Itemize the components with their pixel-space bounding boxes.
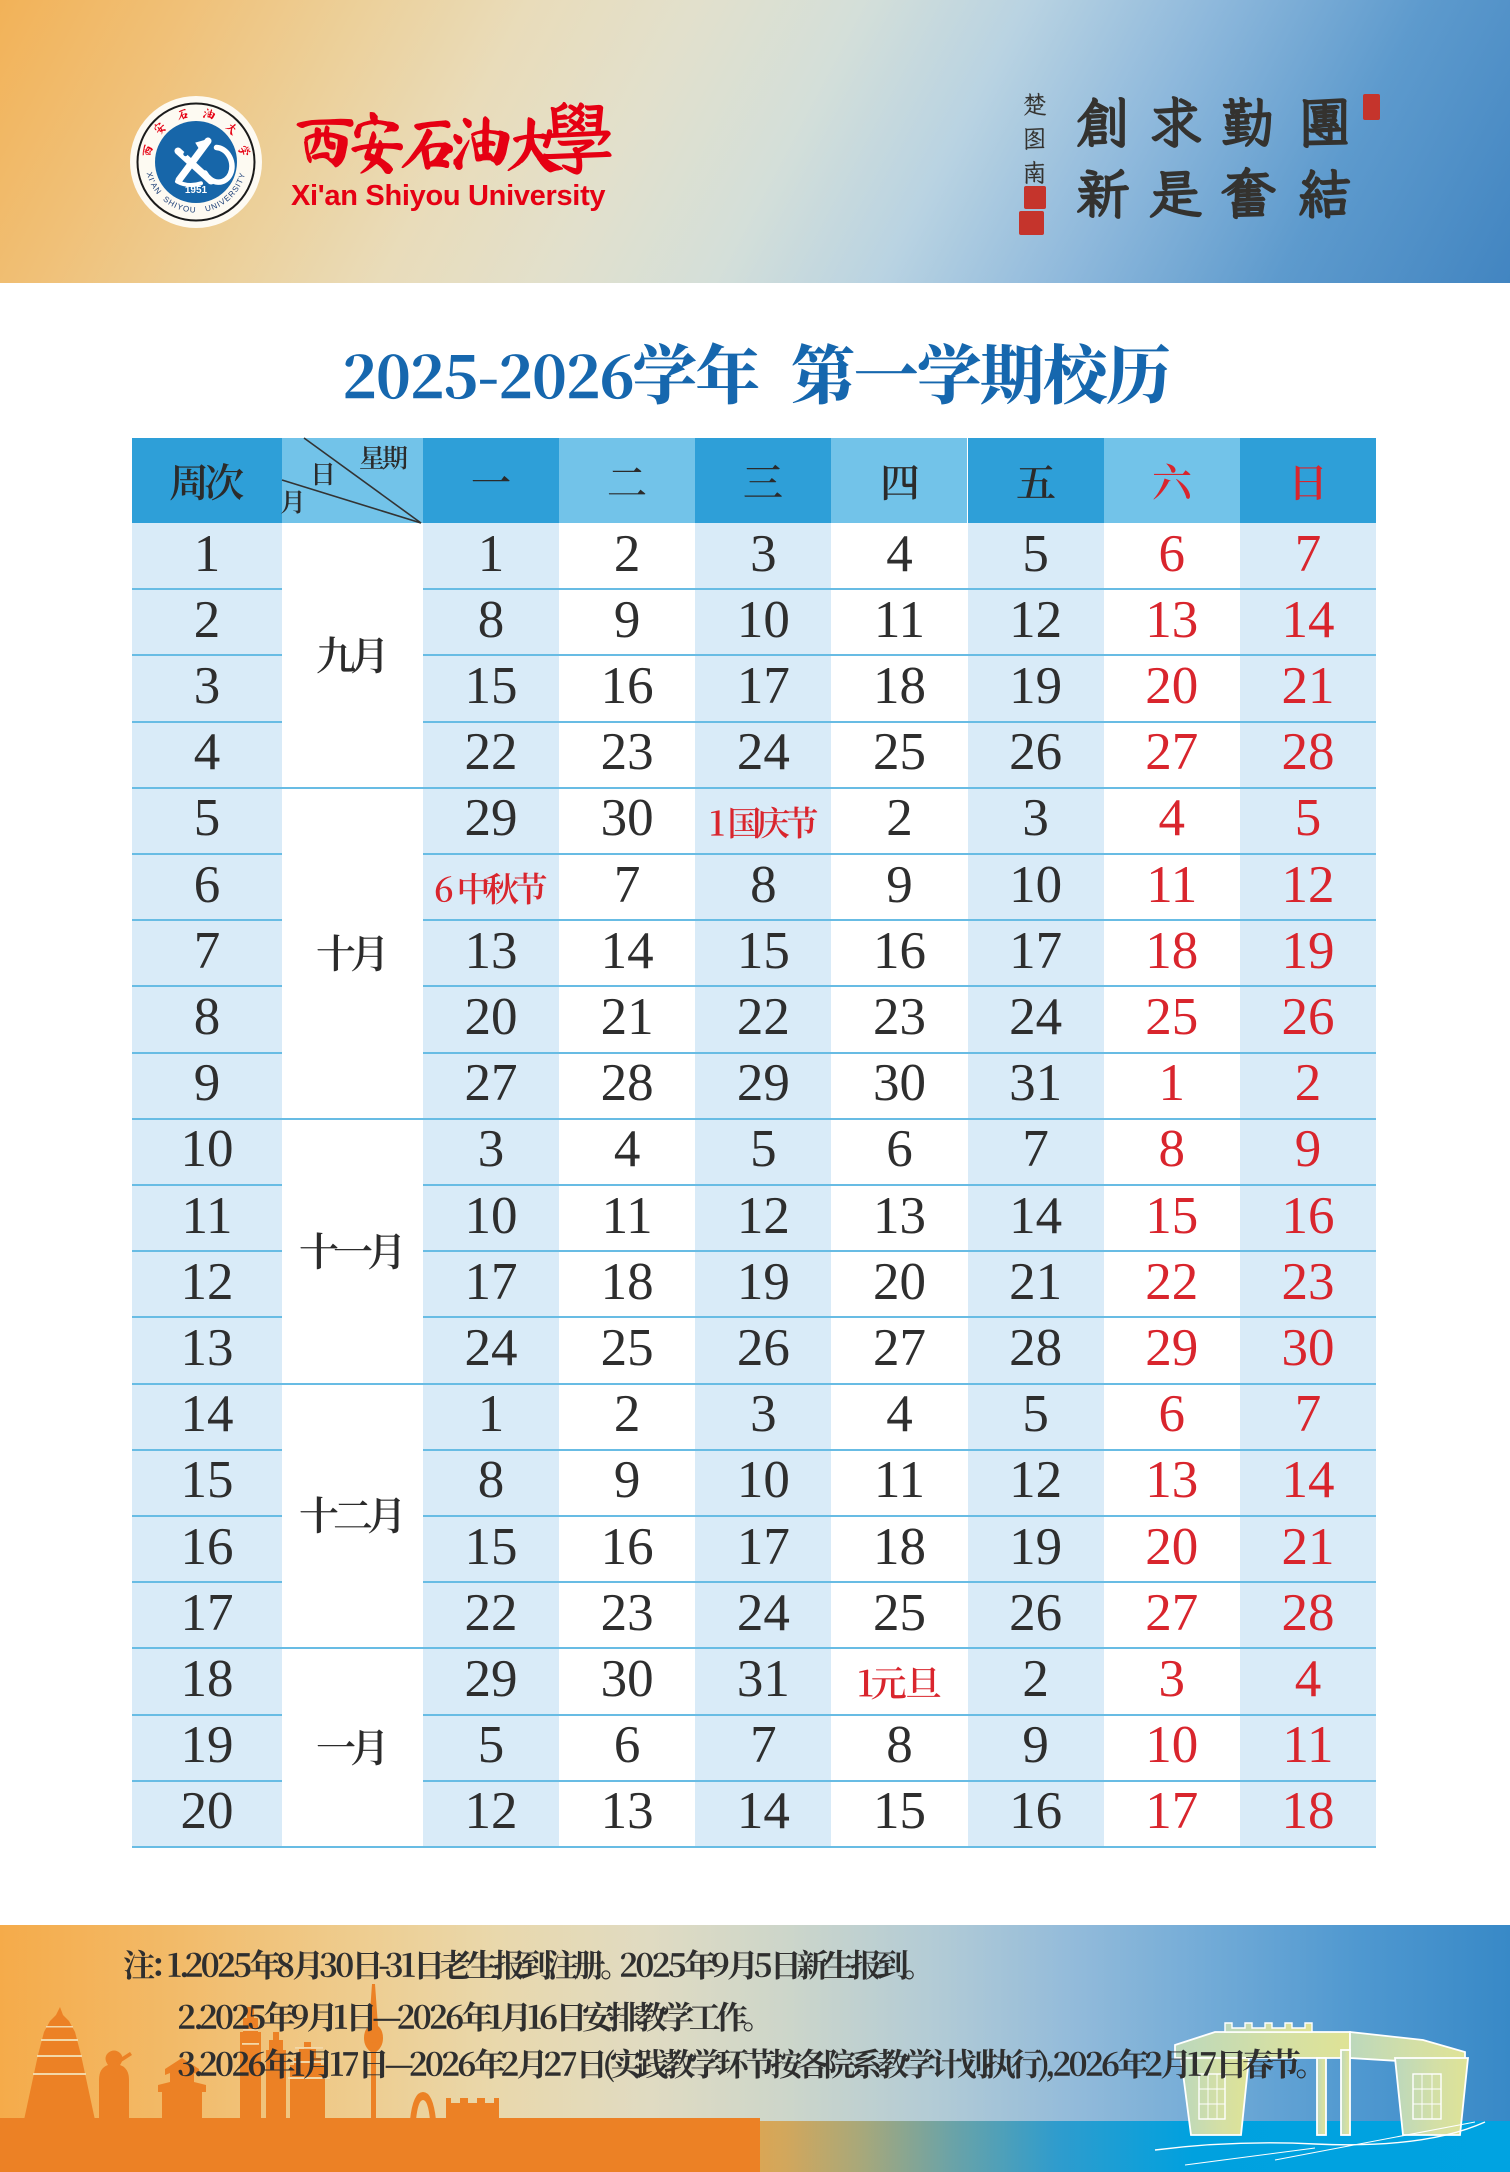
svg-text:1951: 1951	[185, 185, 208, 196]
